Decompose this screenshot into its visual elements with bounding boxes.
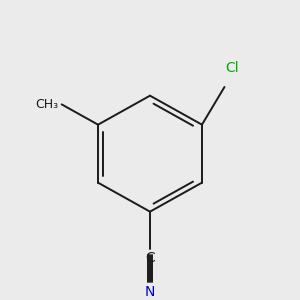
Text: Cl: Cl xyxy=(225,61,239,75)
Text: C: C xyxy=(145,251,155,265)
Text: CH₃: CH₃ xyxy=(35,98,59,111)
Text: N: N xyxy=(145,285,155,299)
